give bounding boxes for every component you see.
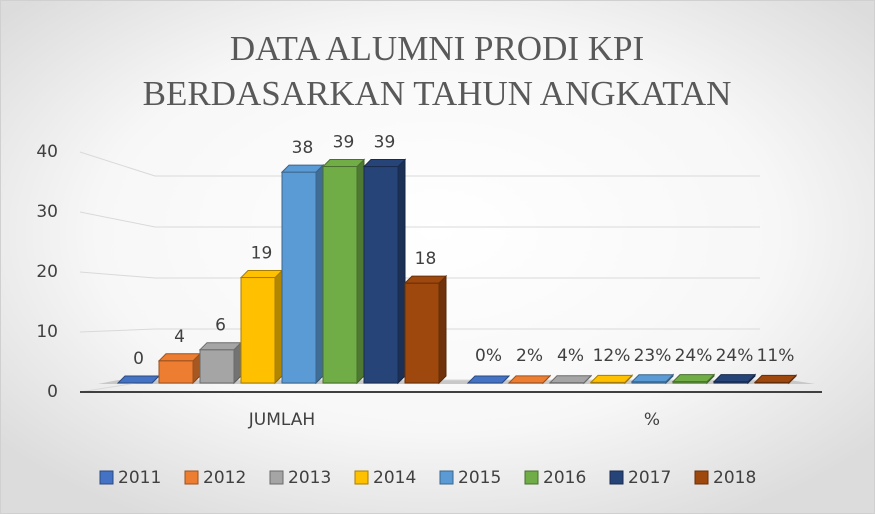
x-tick-label: JUMLAH [248, 410, 315, 430]
bar-side [438, 274, 447, 385]
data-label: 23% [634, 346, 672, 366]
bar [362, 158, 407, 385]
data-label: 0 [133, 349, 144, 369]
data-label: 6 [215, 316, 226, 336]
bar [630, 373, 675, 385]
legend-label: 2014 [373, 468, 416, 488]
data-label: 38 [292, 138, 314, 158]
legend-swatch [694, 470, 709, 485]
bar-top [239, 270, 284, 279]
bar [712, 373, 757, 385]
y-tick-label: 20 [36, 262, 58, 282]
bar [548, 374, 593, 385]
x-tick-label: % [644, 410, 660, 430]
y-tick-label: 40 [36, 142, 58, 162]
data-label: 39 [374, 133, 396, 153]
data-label: 11% [757, 346, 795, 366]
bar-top [321, 159, 366, 168]
data-label: 24% [675, 346, 713, 366]
legend-swatch [269, 470, 284, 485]
bar-front [281, 171, 317, 384]
legend-label: 2011 [118, 468, 161, 488]
data-label: 12% [593, 346, 631, 366]
bar-front [322, 166, 358, 384]
bar-top [753, 374, 798, 383]
data-label: 39 [333, 133, 355, 153]
bar [116, 375, 161, 384]
y-tick-label: 0 [47, 382, 58, 402]
grid-line [79, 211, 760, 228]
bar-top [280, 164, 325, 173]
bar-top [712, 374, 757, 383]
bar [466, 375, 511, 384]
bar-side [315, 163, 324, 385]
bar-top [630, 374, 675, 383]
bar-front [158, 360, 194, 384]
legend-swatch [184, 470, 199, 485]
legend-swatch [609, 470, 624, 485]
data-label: 0% [475, 346, 502, 366]
legend-label: 2012 [203, 468, 246, 488]
grid-line [79, 271, 760, 279]
bar-top [403, 275, 448, 284]
bar-top [116, 375, 161, 384]
chart-title: BERDASARKAN TAHUN ANGKATAN [143, 74, 732, 113]
y-tick-label: 10 [36, 322, 58, 342]
bar [321, 158, 366, 385]
legend-label: 2017 [628, 468, 671, 488]
bar [198, 341, 243, 385]
grid-line [79, 328, 760, 333]
bar-front [363, 166, 399, 384]
bar-top [157, 353, 202, 362]
bar [157, 352, 202, 385]
bar [671, 373, 716, 385]
bar [403, 274, 448, 385]
legend-label: 2018 [713, 468, 756, 488]
legend-label: 2015 [458, 468, 501, 488]
bar-side [356, 158, 365, 385]
bar [589, 374, 634, 385]
data-label: 24% [716, 346, 754, 366]
data-label: 4% [557, 346, 584, 366]
legend-swatch [354, 470, 369, 485]
bar-top [507, 375, 552, 384]
bar-front [199, 349, 235, 384]
bar-side [397, 158, 406, 385]
chart-title: DATA ALUMNI PRODI KPI [230, 29, 644, 68]
bar-top [198, 342, 243, 351]
data-label: 18 [415, 249, 437, 269]
legend-label: 2016 [543, 468, 586, 488]
bar [753, 374, 798, 385]
bar-top [671, 374, 716, 383]
bar-side [274, 269, 283, 385]
legend-swatch [439, 470, 454, 485]
grid-line [79, 151, 760, 177]
bar [239, 269, 284, 385]
legend-swatch [524, 470, 539, 485]
bar-front [404, 282, 440, 384]
bar [507, 374, 552, 385]
bar-top [589, 374, 634, 383]
bar-top [548, 375, 593, 384]
bar-top [466, 375, 511, 384]
y-tick-label: 30 [36, 202, 58, 222]
bar-top [362, 159, 407, 168]
data-label: 19 [251, 244, 273, 264]
legend-label: 2013 [288, 468, 331, 488]
legend-swatch [99, 470, 114, 485]
bar [280, 163, 325, 385]
data-label: 4 [174, 327, 185, 347]
data-label: 2% [516, 346, 543, 366]
bar-front [240, 277, 276, 384]
